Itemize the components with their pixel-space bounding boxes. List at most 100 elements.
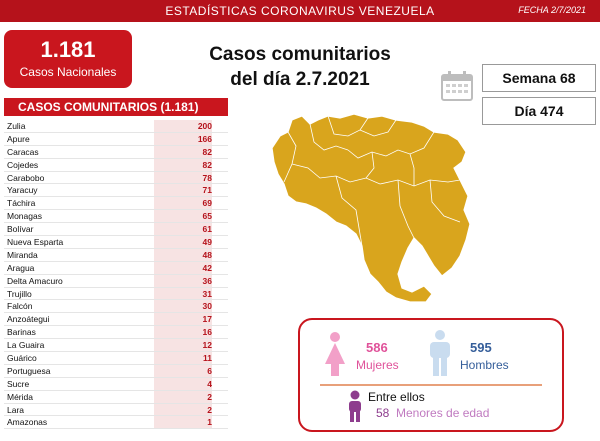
state-case-count: 71	[202, 185, 212, 196]
state-case-count: 200	[197, 121, 212, 131]
state-case-count: 78	[202, 172, 212, 183]
women-label: Mujeres	[356, 358, 399, 372]
minors-intro: Entre ellos	[368, 390, 425, 404]
state-name: Caracas	[7, 146, 39, 157]
state-name: Zulia	[7, 121, 26, 131]
state-name: Amazonas	[7, 417, 48, 428]
male-icon	[430, 330, 450, 376]
state-name: Anzoátegui	[7, 314, 50, 325]
state-case-count: 65	[202, 211, 212, 222]
row-count-cell	[154, 184, 212, 197]
calendar-icon	[441, 71, 473, 101]
state-name: Lara	[7, 404, 25, 415]
state-case-count: 48	[202, 249, 212, 260]
community-case-row: Carabobo 78	[4, 171, 228, 185]
row-count-cell	[154, 403, 212, 416]
row-count-cell	[154, 171, 212, 184]
state-case-count: 2	[207, 404, 212, 415]
state-name: Delta Amacuro	[7, 275, 63, 286]
national-cases-count: 1.181	[40, 37, 96, 62]
community-case-row: La Guaira 12	[4, 339, 228, 352]
demographics-panel: 586 Mujeres 595 Hombres Entre ellos 58 M…	[298, 318, 564, 432]
community-cases-list: Zulia 200 Apure 166 Caracas 82 Cojedes 82 Carabo…	[4, 120, 228, 430]
row-count-cell	[154, 236, 212, 249]
row-count-cell	[154, 120, 212, 132]
state-name: Bolívar	[7, 224, 34, 235]
community-case-row: Táchira 69	[4, 197, 228, 211]
row-count-cell	[154, 300, 212, 313]
week-box: Semana 68	[482, 64, 596, 92]
state-name: Falcón	[7, 301, 33, 312]
state-name: Monagas	[7, 211, 42, 222]
row-count-cell	[154, 261, 212, 274]
minors-count: 58	[376, 406, 390, 420]
community-case-row: Mérida 2	[4, 390, 228, 404]
row-count-cell	[154, 287, 212, 300]
community-case-row: Nueva Esparta 49	[4, 236, 228, 249]
row-count-cell	[154, 158, 212, 171]
community-case-row: Aragua 42	[4, 261, 228, 275]
state-name: Trujillo	[7, 288, 32, 299]
community-case-row: Bolívar 61	[4, 223, 228, 236]
national-cases-box: 1.181 Casos Nacionales	[4, 30, 132, 88]
community-case-row: Cojedes 82	[4, 158, 228, 172]
state-case-count: 16	[202, 327, 212, 338]
state-case-count: 4	[207, 378, 212, 389]
row-count-cell	[154, 364, 212, 377]
row-count-cell	[154, 274, 212, 287]
venezuela-map	[271, 113, 471, 303]
community-cases-header: CASOS COMUNITARIOS (1.181)	[4, 98, 228, 116]
row-count-cell	[154, 223, 212, 236]
community-case-row: Yaracuy 71	[4, 184, 228, 198]
state-case-count: 31	[202, 288, 212, 299]
community-case-row: Sucre 4	[4, 377, 228, 391]
row-count-cell	[154, 416, 212, 429]
state-case-count: 2	[207, 391, 212, 402]
community-case-row: Falcón 30	[4, 300, 228, 314]
community-case-row: Apure 166	[4, 132, 228, 146]
state-case-count: 12	[202, 340, 212, 351]
row-count-cell	[154, 377, 212, 390]
state-name: Mérida	[7, 391, 33, 402]
headline-line1: Casos comunitarios	[209, 44, 391, 65]
female-icon	[325, 332, 345, 376]
state-case-count: 1	[207, 417, 212, 428]
state-name: La Guaira	[7, 340, 45, 351]
banner-date: FECHA 2/7/2021	[518, 5, 586, 15]
row-count-cell	[154, 390, 212, 403]
row-count-cell	[154, 326, 212, 339]
state-name: Carabobo	[7, 172, 45, 183]
minors-label: Menores de edad	[396, 406, 490, 420]
community-case-row: Caracas 82	[4, 145, 228, 159]
state-case-count: 6	[207, 365, 212, 376]
women-count: 586	[366, 340, 388, 355]
community-case-row: Trujillo 31	[4, 287, 228, 301]
national-cases-label: Casos Nacionales	[19, 65, 117, 79]
row-count-cell	[154, 248, 212, 261]
community-case-row: Anzoátegui 17	[4, 313, 228, 327]
state-name: Aragua	[7, 262, 35, 273]
row-count-cell	[154, 145, 212, 158]
headline-line2: del día 2.7.2021	[230, 69, 370, 90]
row-count-cell	[154, 197, 212, 210]
state-case-count: 30	[202, 301, 212, 312]
state-name: Miranda	[7, 249, 38, 260]
state-name: Nueva Esparta	[7, 237, 64, 248]
state-case-count: 61	[202, 224, 212, 235]
community-case-row: Zulia 200	[4, 120, 228, 133]
state-case-count: 82	[202, 159, 212, 170]
day-box: Día 474	[482, 97, 596, 125]
men-count: 595	[470, 340, 492, 355]
community-case-row: Amazonas 1	[4, 416, 228, 430]
state-name: Portuguesa	[7, 365, 51, 376]
state-name: Sucre	[7, 378, 30, 389]
community-case-row: Monagas 65	[4, 210, 228, 224]
state-case-count: 17	[202, 314, 212, 325]
community-case-row: Guárico 11	[4, 352, 228, 365]
state-name: Apure	[7, 133, 30, 144]
state-name: Yaracuy	[7, 185, 38, 196]
state-case-count: 49	[202, 237, 212, 248]
community-case-row: Lara 2	[4, 403, 228, 417]
row-count-cell	[154, 210, 212, 223]
state-case-count: 11	[203, 353, 212, 364]
